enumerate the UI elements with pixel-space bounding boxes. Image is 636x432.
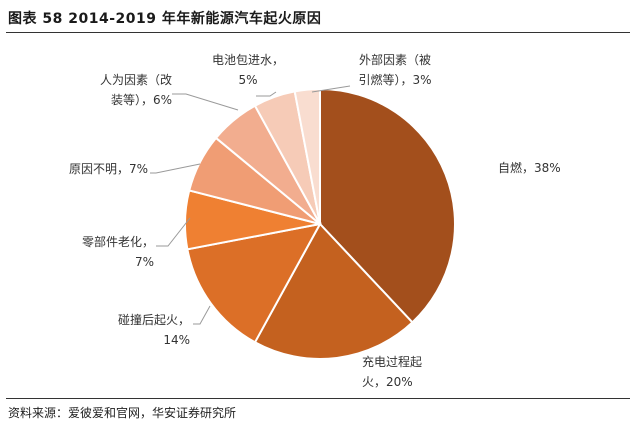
leader-line-8 (311, 85, 351, 93)
slice-label-1: 自燃，38% (498, 160, 561, 175)
slice-label-3: 碰撞后起火， 14% (118, 312, 190, 347)
slice-label-6: 人为因素（改装等），6% (100, 73, 172, 107)
leader-line-3 (193, 305, 211, 325)
slice-label-8: 外部因素（被引燃等），3% (358, 52, 431, 87)
pie-slice-1 (319, 87, 456, 324)
slice-label-4: 零部件老化， 7% (82, 234, 154, 269)
source-rule (6, 398, 630, 399)
slice-label-5: 原因不明，7% (69, 162, 148, 176)
slice-label-2: 充电过程起火，20% (362, 354, 422, 389)
source-note: 资料来源：爱彼爱和官网，华安证券研究所 (8, 406, 237, 420)
leader-line-6 (172, 93, 239, 111)
leader-line-5 (150, 163, 201, 174)
pie-slice-8 (293, 87, 321, 225)
leader-line-7 (256, 91, 277, 97)
slice-label-7: 电池包进水， 5% (212, 53, 284, 87)
pie-slice-2 (253, 222, 414, 360)
title-rule (6, 32, 630, 33)
leader-line-4 (156, 217, 191, 247)
chart-title: 图表 58 2014-2019 年年新能源汽车起火原因 (8, 11, 322, 27)
pie-slice-3 (186, 222, 322, 344)
